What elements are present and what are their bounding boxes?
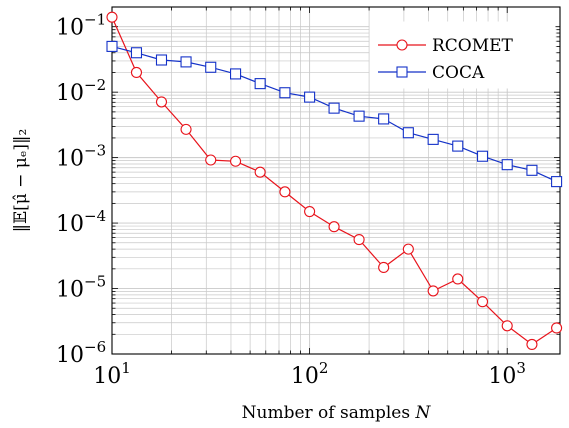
y-tick-label-exp: −6: [84, 338, 106, 356]
y-tick-label-base: 10: [56, 278, 84, 303]
data-point: [551, 322, 563, 334]
data-point: [254, 78, 266, 90]
data-point: [526, 338, 538, 350]
data-point: [254, 166, 266, 178]
y-tick-label-exp: −2: [84, 76, 106, 94]
y-tick-label: 10−5: [56, 273, 106, 303]
data-point: [551, 176, 563, 188]
y-tick-label-base: 10: [56, 16, 84, 41]
data-point: [106, 11, 118, 23]
legend-marker: [396, 39, 408, 51]
data-point: [180, 56, 192, 68]
series-coca: [106, 40, 563, 188]
x-axis-title-variable: N: [414, 403, 431, 423]
data-point: [526, 164, 538, 176]
data-point: [427, 285, 439, 297]
legend-entry-coca: COCA: [378, 63, 485, 83]
x-tick-label: 103: [488, 359, 526, 389]
data-point: [130, 66, 143, 79]
data-point: [452, 273, 464, 285]
data-point: [476, 296, 489, 308]
y-tick-label-exp: −3: [84, 142, 106, 160]
y-tick-label-base: 10: [56, 343, 84, 368]
data-point: [328, 221, 340, 233]
y-tick-label: 10−6: [56, 338, 106, 368]
data-point: [378, 113, 390, 125]
x-tick-label-exp: 2: [319, 359, 329, 377]
legend-entry-rcomet: RCOMET: [378, 36, 514, 56]
data-point: [230, 155, 242, 167]
y-tick-label: 10−1: [56, 11, 106, 41]
x-tick-label-base: 10: [488, 364, 516, 389]
data-point: [402, 127, 414, 139]
data-point: [155, 96, 168, 108]
y-tick-label: 10−4: [56, 207, 106, 237]
x-tick-label: 102: [291, 359, 329, 389]
data-point: [205, 61, 217, 73]
y-tick-label-exp: −4: [84, 207, 106, 225]
x-tick-label-exp: 3: [516, 359, 526, 377]
y-tick-label-exp: −5: [84, 273, 106, 291]
data-point: [353, 234, 365, 246]
data-point: [130, 47, 143, 59]
data-point: [279, 87, 291, 99]
x-axis-title-main: Number of samples: [242, 403, 416, 423]
data-point: [304, 91, 316, 103]
data-point: [230, 68, 242, 80]
data-point: [378, 261, 390, 273]
data-point: [501, 159, 513, 171]
x-tick-label-base: 10: [291, 364, 319, 389]
data-point: [106, 40, 118, 52]
data-point: [501, 320, 513, 332]
data-point: [427, 133, 439, 145]
series-group: [106, 11, 563, 350]
data-point: [402, 243, 414, 255]
x-tick-label-exp: 1: [121, 359, 131, 377]
x-axis-title: Number of samples N: [242, 403, 432, 423]
data-point: [205, 154, 217, 166]
y-tick-label-base: 10: [56, 147, 84, 172]
x-tick-label: 101: [93, 359, 131, 389]
legend-marker: [396, 66, 408, 78]
data-point: [304, 206, 316, 218]
y-tick-label-base: 10: [56, 81, 84, 106]
data-point: [353, 110, 365, 122]
y-axis-title: ‖𝔼[μ̂ − μₑ]‖₂: [11, 129, 31, 233]
legend-entries: RCOMET COCA: [378, 36, 514, 83]
series-rcomet: [106, 11, 563, 350]
x-tick-label-base: 10: [93, 364, 121, 389]
y-tick-label-base: 10: [56, 212, 84, 237]
data-point: [155, 54, 168, 66]
data-point: [452, 140, 464, 152]
legend: RCOMET COCA: [369, 21, 556, 89]
y-tick-label: 10−3: [56, 142, 106, 172]
data-point: [279, 186, 291, 198]
legend-label: RCOMET: [432, 36, 514, 56]
data-point: [180, 123, 192, 135]
y-tick-label-exp: −1: [84, 11, 106, 29]
legend-label: COCA: [432, 63, 485, 83]
data-point: [328, 102, 340, 114]
y-tick-label: 10−2: [56, 76, 106, 106]
data-point: [476, 150, 489, 162]
